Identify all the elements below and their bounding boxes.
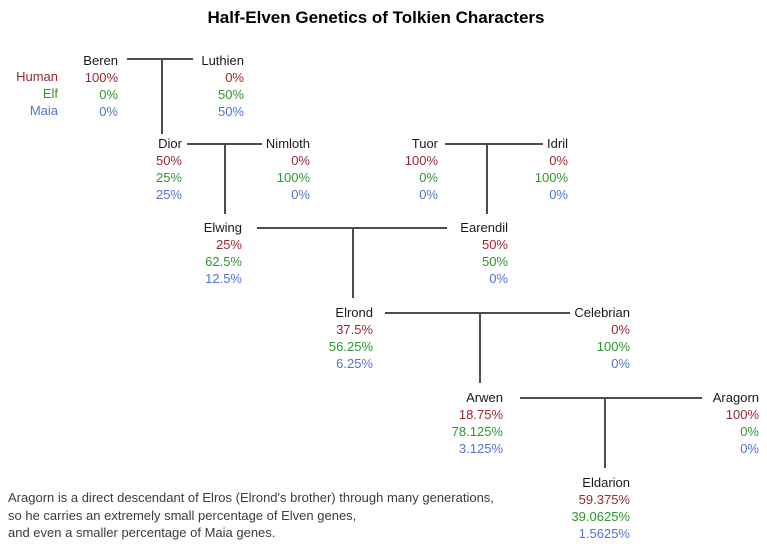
character-block-luthien: Luthien 0% 50% 50% bbox=[134, 52, 244, 120]
human-percent: 0% bbox=[549, 153, 568, 168]
human-percent: 50% bbox=[481, 237, 508, 252]
maia-percent: 1.5625% bbox=[578, 526, 630, 541]
maia-percent: 50% bbox=[217, 104, 244, 119]
maia-percent: 0% bbox=[99, 104, 118, 119]
human-percent: 25% bbox=[215, 237, 242, 252]
maia-percent: 0% bbox=[419, 187, 438, 202]
human-percent: 0% bbox=[611, 322, 630, 337]
character-name: Eldarion bbox=[582, 475, 630, 490]
couple-line-arwen-aragorn bbox=[520, 397, 702, 399]
footnote: Aragorn is a direct descendant of Elros … bbox=[8, 489, 494, 542]
maia-percent: 12.5% bbox=[205, 271, 242, 286]
character-block-idril: Idril 0% 100% 0% bbox=[458, 135, 568, 203]
couple-line-beren-luthien bbox=[127, 58, 193, 60]
elf-percent: 25% bbox=[155, 170, 182, 185]
descent-line-elrond bbox=[352, 227, 354, 298]
elf-percent: 0% bbox=[419, 170, 438, 185]
character-name: Arwen bbox=[466, 390, 503, 405]
legend-elf-label: Elf bbox=[42, 86, 58, 101]
character-block-elwing: Elwing 25% 62.5% 12.5% bbox=[132, 219, 242, 287]
character-name: Dior bbox=[158, 136, 182, 151]
elf-percent: 50% bbox=[217, 87, 244, 102]
couple-line-elrond-celebrian bbox=[385, 312, 570, 314]
maia-percent: 0% bbox=[549, 187, 568, 202]
legend-human-label: Human bbox=[16, 69, 58, 84]
character-name: Nimloth bbox=[265, 136, 310, 151]
character-block-dior: Dior 50% 25% 25% bbox=[72, 135, 182, 203]
character-name: Elrond bbox=[335, 305, 373, 320]
maia-percent: 0% bbox=[291, 187, 310, 202]
gene-legend: Human Elf Maia bbox=[0, 68, 58, 119]
elf-percent: 56.25% bbox=[328, 339, 373, 354]
character-block-earendil: Earendil 50% 50% 0% bbox=[398, 219, 508, 287]
human-percent: 100% bbox=[84, 70, 118, 85]
legend-maia-label: Maia bbox=[29, 103, 58, 118]
character-block-eldarion: Eldarion 59.375% 39.0625% 1.5625% bbox=[520, 474, 630, 542]
human-percent: 100% bbox=[725, 407, 759, 422]
elf-percent: 0% bbox=[740, 424, 759, 439]
human-percent: 50% bbox=[155, 153, 182, 168]
character-name: Luthien bbox=[201, 53, 244, 68]
character-name: Idril bbox=[547, 136, 568, 151]
character-name: Earendil bbox=[460, 220, 508, 235]
character-name: Beren bbox=[83, 53, 118, 68]
character-block-elrond: Elrond 37.5% 56.25% 6.25% bbox=[263, 304, 373, 372]
descent-line-earendil bbox=[486, 143, 488, 214]
maia-percent: 0% bbox=[740, 441, 759, 456]
character-name: Aragorn bbox=[712, 390, 759, 405]
footnote-line: Aragorn is a direct descendant of Elros … bbox=[8, 490, 494, 505]
descent-line-arwen bbox=[479, 312, 481, 383]
elf-percent: 100% bbox=[596, 339, 630, 354]
footnote-line: so he carries an extremely small percent… bbox=[8, 507, 357, 523]
maia-percent: 25% bbox=[155, 187, 182, 202]
character-block-arwen: Arwen 18.75% 78.125% 3.125% bbox=[393, 389, 503, 457]
character-block-beren: Beren 100% 0% 0% bbox=[8, 52, 118, 120]
character-name: Celebrian bbox=[574, 305, 630, 320]
human-percent: 37.5% bbox=[336, 322, 373, 337]
elf-percent: 100% bbox=[276, 170, 310, 185]
character-block-aragorn: Aragorn 100% 0% 0% bbox=[649, 389, 759, 457]
character-block-tuor: Tuor 100% 0% 0% bbox=[328, 135, 438, 203]
elf-percent: 39.0625% bbox=[571, 509, 630, 524]
elf-percent: 62.5% bbox=[205, 254, 242, 269]
footnote-line: and even a smaller percentage of Maia ge… bbox=[8, 525, 276, 540]
character-name: Tuor bbox=[411, 136, 438, 151]
elf-percent: 100% bbox=[534, 170, 568, 185]
character-name: Elwing bbox=[203, 220, 242, 235]
maia-percent: 3.125% bbox=[458, 441, 503, 456]
elf-percent: 78.125% bbox=[451, 424, 503, 439]
human-percent: 18.75% bbox=[458, 407, 503, 422]
human-percent: 59.375% bbox=[578, 492, 630, 507]
descent-line-dior bbox=[161, 58, 163, 134]
character-block-nimloth: Nimloth 0% 100% 0% bbox=[200, 135, 310, 203]
maia-percent: 0% bbox=[489, 271, 508, 286]
maia-percent: 6.25% bbox=[336, 356, 373, 371]
human-percent: 100% bbox=[404, 153, 438, 168]
couple-line-tuor-idril bbox=[445, 143, 543, 145]
descent-line-eldarion bbox=[604, 397, 606, 468]
human-percent: 0% bbox=[225, 70, 244, 85]
descent-line-elwing bbox=[224, 143, 226, 214]
human-percent: 0% bbox=[291, 153, 310, 168]
page-title: Half-Elven Genetics of Tolkien Character… bbox=[207, 8, 545, 27]
maia-percent: 0% bbox=[611, 356, 630, 371]
character-block-celebrian: Celebrian 0% 100% 0% bbox=[520, 304, 630, 372]
elf-percent: 0% bbox=[99, 87, 118, 102]
elf-percent: 50% bbox=[481, 254, 508, 269]
